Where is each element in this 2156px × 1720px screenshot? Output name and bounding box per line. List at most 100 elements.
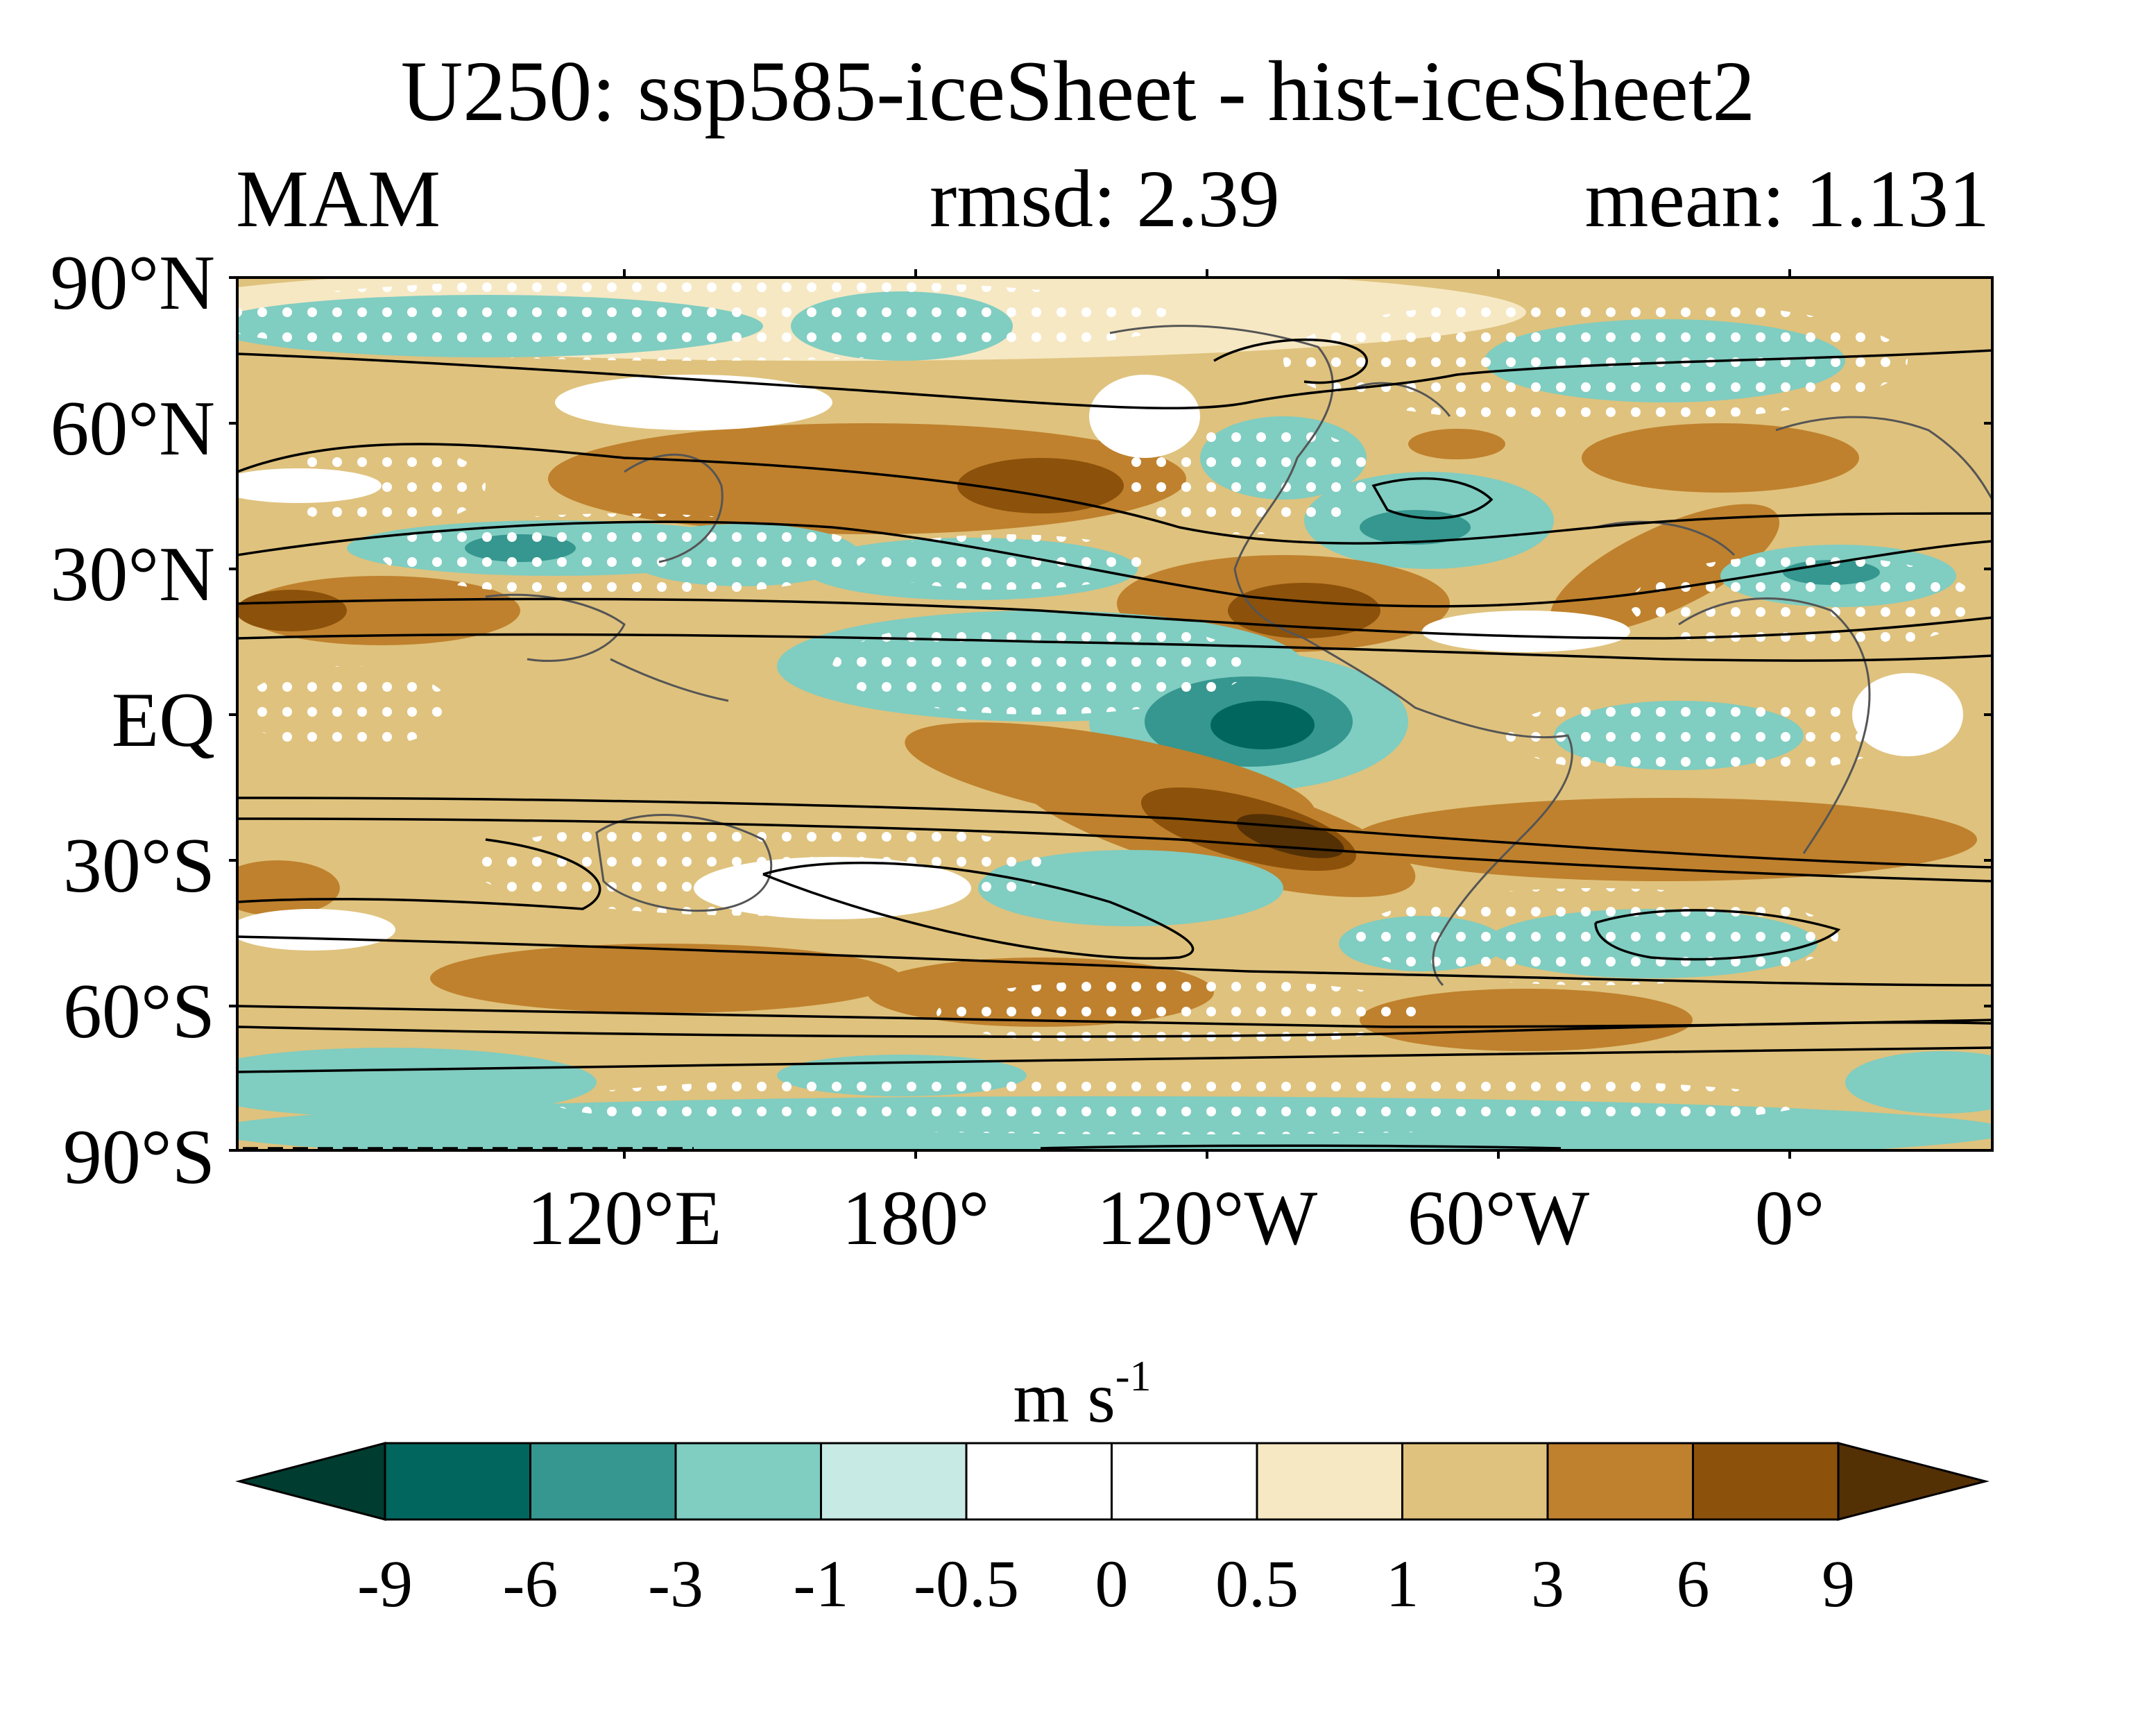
contour-line-4 [237, 633, 1992, 662]
anomaly-patch-21 [237, 590, 347, 631]
colorbar-label-4: -0.5 [914, 1547, 1019, 1621]
colorbar-label-2: -3 [648, 1547, 703, 1621]
contour-line-15 [1371, 477, 1494, 520]
anomaly-patch-32 [237, 860, 340, 916]
coastline-1 [1303, 637, 1573, 987]
climatology-contours [237, 338, 1992, 1150]
lat-label-90N: 90°N [50, 240, 215, 326]
colorbar-bin-6 [1111, 1442, 1258, 1521]
coastline-2 [1678, 597, 1871, 854]
stipple-region-8 [472, 819, 1054, 916]
stipple-region-7 [1505, 694, 1894, 777]
figure-title: U250: ssp585-iceSheet - hist-iceSheet2 [400, 44, 1756, 139]
stipple-region-5 [832, 618, 1249, 715]
units-label: m s-1 [923, 1353, 1242, 1439]
anomaly-patch-37 [430, 944, 902, 1013]
anomaly-patch-8 [1582, 423, 1859, 493]
lon-label-180: 180° [841, 1175, 990, 1261]
near-zero-patch-0 [555, 375, 832, 430]
contour-line-1 [237, 443, 1992, 545]
stipple-region-11 [555, 1072, 1804, 1134]
coastlines [485, 325, 1992, 987]
colorbar-label-6: 0.5 [1215, 1547, 1299, 1621]
anomaly-patch-6 [957, 458, 1124, 513]
colorbar-bin-3 [674, 1442, 822, 1521]
contour-line-6 [237, 817, 1992, 883]
colorbar-bin-9 [1546, 1442, 1694, 1521]
colorbar-bin-5 [965, 1442, 1113, 1521]
colorbar-bin-8 [1401, 1442, 1549, 1521]
coastline-4 [624, 453, 724, 563]
significance-stippling [237, 278, 1977, 1134]
anomaly-patch-7 [1408, 429, 1505, 459]
colorbar-bin-1 [384, 1442, 531, 1521]
lat-label-30N: 30°N [50, 531, 215, 618]
contour-line-5 [237, 797, 1992, 869]
coastline-0 [1109, 325, 1334, 640]
lon-label-60W: 60°W [1407, 1175, 1590, 1261]
map-field [237, 278, 1992, 1150]
colorbar-label-9: 6 [1676, 1547, 1710, 1621]
season-label: MAM [236, 153, 441, 244]
colorbar-label-10: 9 [1822, 1547, 1855, 1621]
stipple-region-2 [382, 513, 867, 597]
coastline-9 [610, 658, 729, 702]
lat-label-eq: EQ [111, 677, 215, 763]
colorbar [235, 1442, 1990, 1521]
contour-line-13 [1594, 909, 1841, 961]
stipple-region-1 [1283, 298, 1908, 423]
anomaly-patch-41 [237, 1048, 597, 1117]
near-zero-patch-5 [237, 909, 395, 951]
colorbar-label-8: 3 [1531, 1547, 1564, 1621]
units-exponent: -1 [1115, 1353, 1152, 1400]
anomaly-patch-39 [1360, 989, 1693, 1051]
rmsd-label: rmsd: 2.39 [930, 153, 1280, 244]
colorbar-label-7: 1 [1385, 1547, 1419, 1621]
contour-line-2 [237, 520, 1992, 608]
lat-label-90S: 90°S [62, 1114, 215, 1200]
colorbar-bin-4 [820, 1442, 968, 1521]
anomaly-patch-9 [1550, 504, 1780, 634]
colorbar-label-5: 0 [1095, 1547, 1129, 1621]
contour-line-16 [1040, 1144, 1562, 1150]
contour-line-11 [237, 1021, 1992, 1038]
lon-label-120E: 120°E [527, 1175, 722, 1261]
coastline-6 [1352, 382, 1451, 417]
colorbar-bin-10 [1692, 1442, 1840, 1521]
contour-line-3 [237, 597, 1992, 640]
contour-line-14 [1213, 338, 1368, 384]
contour-line-7 [237, 838, 601, 910]
coastline-5 [595, 814, 773, 912]
stipple-region-3 [867, 534, 1145, 590]
colorbar-bin-2 [529, 1442, 677, 1521]
colorbar-label-0: -9 [357, 1547, 413, 1621]
stipple-region-10 [936, 978, 1422, 1048]
stipple-region-13 [277, 444, 486, 527]
lon-label-120W: 120°W [1096, 1175, 1318, 1261]
stipple-region-6 [243, 666, 451, 749]
lat-label-60N: 60°N [50, 386, 215, 472]
contour-line-12 [237, 1046, 1992, 1073]
lat-label-60S: 60°S [62, 969, 215, 1055]
colorbar-bin-7 [1256, 1442, 1403, 1521]
colorbar-label-3: -1 [793, 1547, 849, 1621]
contour-line-8 [762, 861, 1195, 960]
stipple-region-0 [237, 278, 1179, 361]
lat-label-30S: 30°S [62, 823, 215, 909]
near-zero-patch-3 [1422, 611, 1630, 652]
units-base: m s [1013, 1358, 1115, 1438]
contour-line-0 [237, 349, 1992, 410]
anomaly-patch-43 [1845, 1051, 1992, 1114]
colorbar-upper-extension [1837, 1442, 1990, 1521]
colorbar-lower-extension [235, 1442, 386, 1521]
coastline-7 [1595, 520, 1736, 556]
contour-line-9 [237, 935, 1992, 987]
coastline-8 [485, 593, 626, 663]
lon-label-0: 0° [1754, 1175, 1825, 1261]
colorbar-label-1: -6 [502, 1547, 558, 1621]
axis-ticks [229, 269, 1992, 1159]
anomaly-patch-25 [1210, 701, 1315, 749]
stipple-region-9 [1353, 888, 1838, 985]
coastline-3 [1775, 416, 1992, 500]
